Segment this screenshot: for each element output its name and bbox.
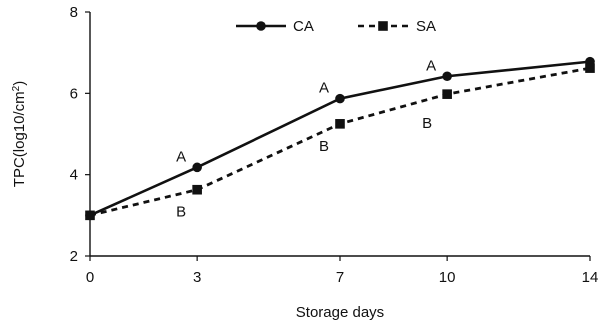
point-ca-1 <box>192 162 202 173</box>
annotation-a-4: A <box>426 57 436 74</box>
x-tick-label-4: 14 <box>582 269 599 286</box>
point-ca-2 <box>335 93 345 104</box>
point-sa-4 <box>585 63 595 73</box>
y-tick-label-1: 4 <box>70 167 78 184</box>
legend-marker-ca <box>256 21 266 31</box>
x-axis-ticks: 0 3 7 10 14 <box>86 256 599 286</box>
y-tick-label-0: 2 <box>70 248 78 265</box>
y-axis-title-close: ) <box>11 81 28 86</box>
x-axis-title: Storage days <box>296 304 384 321</box>
point-sa-0 <box>85 210 95 221</box>
annotation-a-0: A <box>176 148 186 165</box>
series-line-ca <box>89 60 591 217</box>
point-ca-3 <box>442 71 452 82</box>
point-sa-3 <box>442 89 452 99</box>
annotation-b-3: B <box>319 138 329 155</box>
y-axis-title-main: TPC(log10/cm <box>11 91 28 187</box>
y-axis-title-sup: 2 <box>11 85 22 91</box>
annotation-b-1: B <box>176 204 186 221</box>
legend: CA SA <box>236 18 436 35</box>
x-tick-label-0: 0 <box>86 269 94 286</box>
series-layer <box>85 56 595 221</box>
annotation-layer: A B A B A B <box>176 57 436 220</box>
annotation-b-5: B <box>422 115 432 132</box>
legend-marker-sa <box>378 21 388 31</box>
annotation-a-2: A <box>319 80 329 97</box>
y-axis-title: TPC(log10/cm2) <box>11 81 29 187</box>
x-tick-label-2: 7 <box>336 269 344 286</box>
point-sa-2 <box>335 119 345 129</box>
legend-label-sa: SA <box>416 18 436 35</box>
point-sa-1 <box>192 184 202 195</box>
series-line-sa <box>89 66 591 217</box>
x-tick-label-3: 10 <box>439 269 456 286</box>
legend-label-ca: CA <box>293 18 314 35</box>
y-tick-label-2: 6 <box>70 85 78 102</box>
y-tick-label-3: 8 <box>70 4 78 21</box>
x-tick-label-1: 3 <box>193 269 201 286</box>
y-axis-ticks: 2 4 6 8 <box>70 4 90 265</box>
